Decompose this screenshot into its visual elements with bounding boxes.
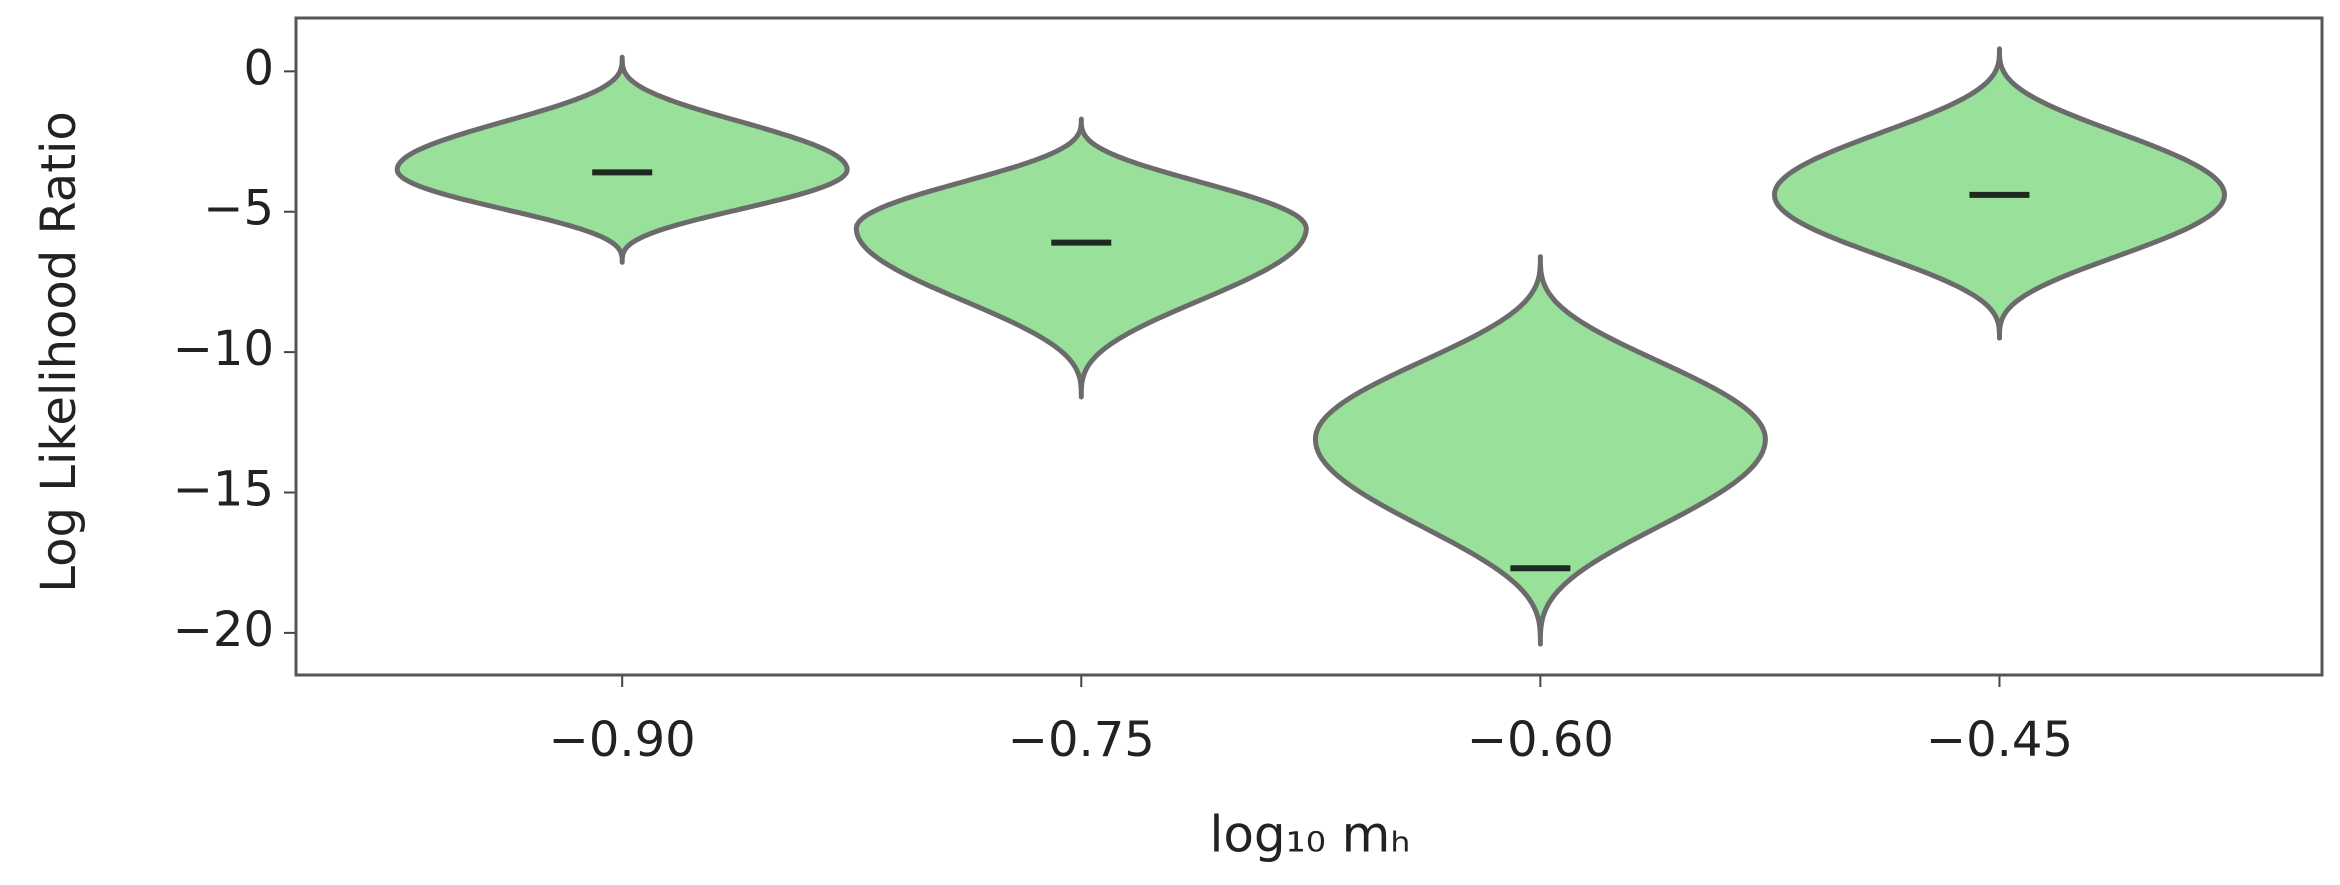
y-axis-label: Log Likelihood Ratio <box>31 111 87 592</box>
y-tick-label: −5 <box>203 181 274 237</box>
y-tick-label: 0 <box>243 40 274 96</box>
x-tick-label: −0.45 <box>1926 712 2073 768</box>
y-tick-label: −15 <box>173 462 274 518</box>
violin-body <box>853 116 1309 400</box>
x-tick-label: −0.90 <box>549 712 696 768</box>
y-tick-label: −10 <box>173 321 274 377</box>
x-tick-label: −0.75 <box>1008 712 1155 768</box>
plot-frame <box>294 16 2324 677</box>
x-axis-label: log₁₀ mₕ <box>1209 806 1410 864</box>
x-tick-label: −0.60 <box>1467 712 1614 768</box>
y-tick-label: −20 <box>173 602 274 658</box>
violin-body <box>394 54 850 265</box>
violin-body <box>1312 254 1768 647</box>
